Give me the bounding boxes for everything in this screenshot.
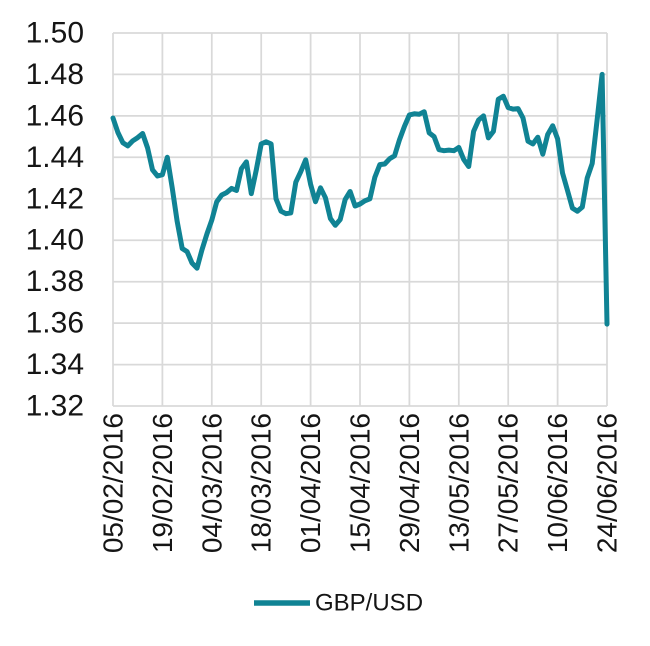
gbpusd-series-line bbox=[110, 71, 610, 327]
y-axis-tick-label: 1.50 bbox=[26, 17, 84, 50]
x-axis-tick-label: 01/04/2016 bbox=[295, 413, 326, 553]
x-axis-tick-label: 29/04/2016 bbox=[394, 413, 425, 553]
y-axis-tick-label: 1.46 bbox=[26, 99, 84, 132]
y-axis-tick-label: 1.44 bbox=[26, 141, 84, 174]
x-axis-tick-label: 15/04/2016 bbox=[345, 413, 376, 553]
x-axis-tick-label: 19/02/2016 bbox=[147, 413, 178, 553]
x-axis-tick-label: 13/05/2016 bbox=[443, 413, 474, 553]
y-axis-tick-label: 1.34 bbox=[26, 348, 84, 381]
y-axis-tick-label: 1.36 bbox=[26, 307, 84, 340]
x-axis-tick-label: 10/06/2016 bbox=[542, 413, 573, 553]
y-axis-tick-label: 1.40 bbox=[26, 224, 84, 257]
x-axis-tick-label: 04/03/2016 bbox=[196, 413, 227, 553]
legend-label: GBP/USD bbox=[315, 590, 423, 617]
x-axis-tick-label: 24/06/2016 bbox=[592, 413, 623, 553]
y-axis-tick-label: 1.48 bbox=[26, 58, 84, 91]
y-axis-tick-label: 1.42 bbox=[26, 182, 84, 215]
y-axis-tick-label: 1.32 bbox=[26, 390, 84, 423]
y-axis-tick-label: 1.38 bbox=[26, 265, 84, 298]
x-axis-tick-label: 05/02/2016 bbox=[98, 413, 129, 553]
x-axis-tick-label: 27/05/2016 bbox=[493, 413, 524, 553]
x-axis-tick-label: 18/03/2016 bbox=[246, 413, 277, 553]
